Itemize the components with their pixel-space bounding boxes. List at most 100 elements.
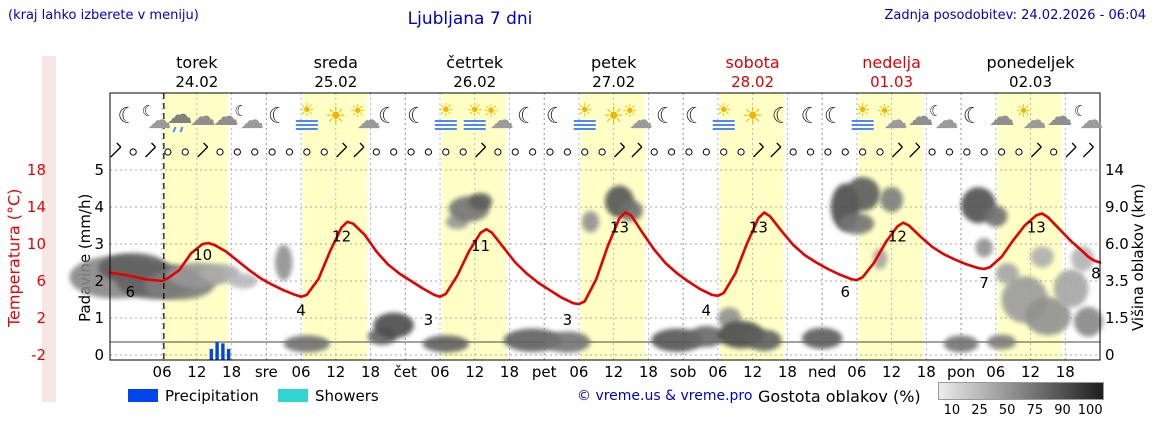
icon-glyph: ☀	[299, 100, 315, 121]
x-tick-label: 18	[778, 363, 797, 381]
icon-glyph: ☁	[190, 102, 216, 132]
precipitation-axis-tick: 3	[94, 235, 104, 253]
temperature-axis-tick: 18	[27, 161, 46, 179]
barb-shaft	[1065, 146, 1077, 158]
x-tick-label: 12	[326, 363, 345, 381]
x-tick-label: 12	[604, 363, 623, 381]
wind-calm-icon	[859, 148, 867, 156]
wind-calm-icon	[841, 148, 849, 156]
barb-shaft	[752, 146, 764, 158]
barb-flick	[1071, 142, 1077, 148]
barb-flick	[1036, 142, 1042, 148]
day-name: nedelja	[862, 53, 921, 72]
wind-barb-icon	[145, 142, 156, 158]
barb-flick	[116, 142, 122, 148]
x-tick-label: 18	[917, 363, 936, 381]
cloud-blob	[1071, 246, 1095, 272]
wind-calm-icon	[945, 148, 954, 156]
icon-glyph: ☾	[772, 104, 792, 129]
icon-glyph: ☁	[1079, 106, 1103, 134]
icon-glyph: ☁	[490, 106, 514, 134]
precipitation-bar	[226, 348, 231, 360]
page-title: Ljubljana 7 dni	[407, 9, 533, 29]
cloud-density-legend-label: Gostota oblakov (%)	[758, 387, 921, 406]
weather-icon-sun: ☀	[742, 102, 764, 130]
icon-glyph: ☁	[908, 102, 934, 132]
weather-icon-cloud-moon: ☾☁	[929, 102, 959, 134]
x-tick-label: 06	[569, 363, 588, 381]
barb-flick	[1088, 142, 1094, 148]
icon-glyph: ☀	[350, 101, 366, 122]
icon-glyph: ☾	[963, 104, 983, 129]
gradient-tick: 90	[1054, 403, 1071, 418]
weather-icon-fog-sun: ☀	[295, 100, 318, 130]
barb-shaft	[909, 146, 921, 158]
temperature-value-label: 13	[1027, 218, 1046, 236]
x-tick-label: 18	[361, 363, 380, 381]
weather-icon-cloud-moon: ☾☁	[142, 102, 172, 134]
weather-icon-sun-cloud: ☀☁	[350, 101, 381, 134]
cloud-blob	[839, 213, 875, 235]
weather-icon-moon: ☾	[824, 104, 844, 129]
temperature-value-label: 11	[471, 237, 490, 255]
credit-link[interactable]: © vreme.us & vreme.pro	[577, 388, 753, 404]
icon-glyph: ☾	[118, 104, 138, 129]
icon-glyph: ☾	[656, 104, 676, 129]
barb-flick	[758, 142, 764, 148]
cloud-height-axis-tick: 3.5	[1105, 272, 1129, 290]
drizzle-tick	[179, 126, 184, 133]
temperature-value-label: 10	[193, 246, 212, 264]
x-tick-label: 06	[292, 363, 311, 381]
wind-calm-icon	[285, 148, 294, 156]
temperature-axis-tick: 2	[36, 309, 46, 327]
cloud-blob	[746, 329, 782, 351]
weather-icon-fog-sun: ☀	[851, 100, 874, 130]
cloud-blob	[801, 327, 843, 349]
barb-flick	[203, 142, 209, 148]
x-tick-label: pet	[532, 363, 557, 381]
wind-barb-icon	[909, 142, 921, 158]
cloud-blob	[872, 248, 888, 270]
daylight-band	[163, 93, 229, 360]
cloud-blob	[880, 186, 904, 213]
cloud-density-gradient-ticks: 10 25 50 75 90 100	[938, 403, 1104, 418]
cloud-blob	[1053, 269, 1089, 308]
weather-icon-sun: ☀	[603, 102, 625, 130]
day-date: 02.03	[1009, 73, 1052, 91]
weather-icon-moon: ☾	[963, 104, 983, 129]
wind-calm-icon	[824, 148, 832, 156]
day-name: torek	[176, 53, 218, 72]
temperature-value-label: 3	[563, 311, 573, 329]
icon-glyph: ☀	[467, 100, 483, 121]
wind-calm-icon	[720, 148, 728, 156]
barb-shaft	[197, 146, 209, 158]
icon-glyph: ☁	[884, 106, 908, 134]
barb-shaft	[614, 146, 625, 158]
icon-glyph: ☁	[240, 106, 264, 134]
cloud-blob	[943, 335, 979, 353]
icon-glyph: ☾	[378, 104, 398, 129]
icon-glyph: ☾	[407, 104, 427, 129]
wind-calm-icon	[702, 148, 710, 156]
weather-icon-moon: ☾	[407, 104, 427, 129]
precipitation-axis-tick: 5	[94, 161, 104, 179]
wind-barb-icon	[1030, 142, 1042, 158]
icon-glyph: ☁	[1046, 102, 1072, 132]
barb-flick	[359, 142, 365, 148]
weather-icon-moon: ☾	[656, 104, 676, 129]
icon-glyph: ☁	[1023, 106, 1047, 134]
drizzle-tick	[172, 126, 177, 133]
weather-icon-fog-sun: ☀	[463, 100, 486, 130]
cloud-blob	[1024, 297, 1072, 336]
x-tick-label: 06	[430, 363, 449, 381]
wind-barb-icon	[197, 142, 209, 158]
barb-shaft	[145, 146, 156, 158]
wind-calm-icon	[268, 148, 276, 156]
temperature-value-label: 12	[332, 228, 351, 246]
weather-icon-moon: ☾	[268, 104, 288, 129]
x-tick-label: 06	[708, 363, 727, 381]
x-tick-label: 06	[847, 363, 866, 381]
x-tick-label: 12	[187, 363, 206, 381]
barb-shaft	[891, 146, 903, 158]
cloud-blob	[275, 244, 293, 281]
